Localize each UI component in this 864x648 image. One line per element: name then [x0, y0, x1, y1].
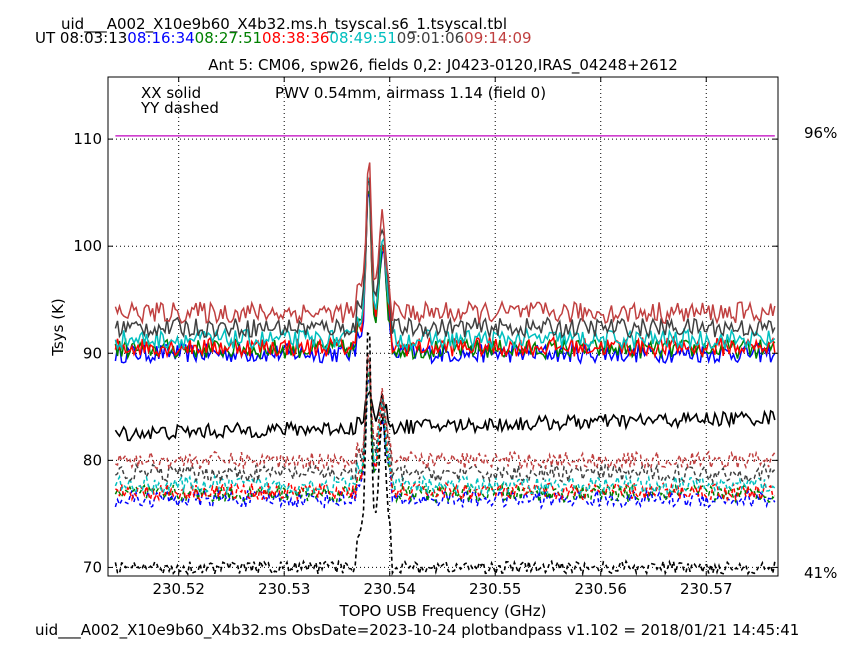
x-tick-label: 230.57 — [680, 580, 733, 598]
time-legend: UT 08:03:1308:16:3408:27:5108:38:3608:49… — [35, 29, 532, 47]
transmission-bottom-label: 41% — [804, 564, 837, 582]
time-entry: 08:03:13 — [60, 29, 127, 47]
series-xx-090106 — [114, 179, 776, 340]
time-entry: 09:01:06 — [397, 29, 464, 47]
file-title: uid___A002_X10e9b60_X4b32.ms.h_tsyscal.s… — [61, 15, 507, 34]
chart-title: Ant 5: CM06, spw26, fields 0,2: J0423-01… — [208, 56, 678, 75]
series-yy-080313 — [114, 331, 776, 577]
legend-xx: XX solid — [141, 84, 201, 102]
axis-ticks: 230.52 230.53 230.54 230.55 230.56 230.57 70 80… — [73, 77, 778, 598]
series-xx-084951 — [114, 176, 776, 352]
series-xx-091409 — [114, 162, 776, 325]
time-entry: 08:16:34 — [127, 29, 194, 47]
series-yy-090106 — [114, 357, 776, 485]
series-xx-080313 — [114, 390, 776, 442]
series-yy-082751 — [114, 372, 776, 504]
x-tick-label: 230.53 — [258, 580, 311, 598]
time-entry: 08:38:36 — [262, 29, 329, 47]
series-xx-083836 — [114, 177, 776, 359]
y-tick-label: 80 — [83, 451, 102, 469]
y-tick-label: 110 — [73, 130, 102, 148]
legend-yy: YY dashed — [140, 99, 219, 117]
pwv-annotation: PWV 0.54mm, airmass 1.14 (field 0) — [275, 84, 546, 102]
x-tick-label: 230.55 — [469, 580, 522, 598]
plot-frame — [107, 76, 779, 577]
ut-label: UT — [35, 29, 60, 47]
series-yy-083836 — [115, 366, 775, 503]
time-entry: 09:14:09 — [464, 29, 531, 47]
x-axis-label: TOPO USB Frequency (GHz) — [339, 602, 547, 620]
y-tick-label: 70 — [83, 558, 102, 576]
footer: uid___A002_X10e9b60_X4b32.ms ObsDate=202… — [35, 621, 799, 640]
x-tick-label: 230.56 — [574, 580, 627, 598]
data-traces — [114, 162, 776, 577]
x-tick-label: 230.52 — [152, 580, 205, 598]
y-tick-label: 90 — [83, 344, 102, 362]
x-tick-label: 230.54 — [363, 580, 416, 598]
time-entry: 08:27:51 — [195, 29, 262, 47]
y-tick-label: 100 — [73, 237, 102, 255]
transmission-top-label: 96% — [804, 124, 837, 142]
y-axis-label: Tsys (K) — [49, 298, 67, 357]
time-entry: 08:49:51 — [329, 29, 396, 47]
series-yy-091409 — [115, 353, 776, 472]
